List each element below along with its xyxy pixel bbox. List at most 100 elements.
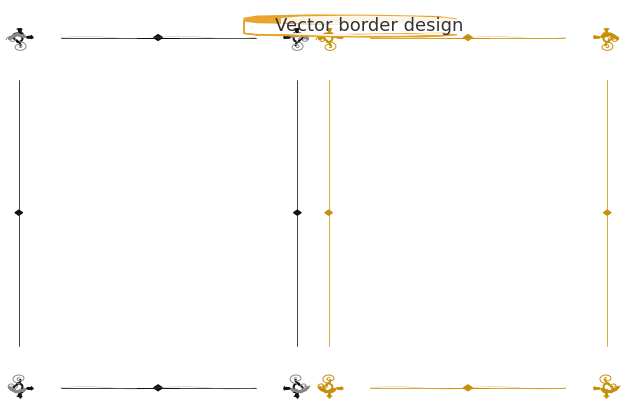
Point	[16, 32, 26, 38]
Point	[610, 33, 620, 40]
Point	[599, 32, 609, 39]
Point	[289, 386, 299, 393]
Point	[597, 386, 607, 392]
Point	[329, 386, 339, 392]
Point	[314, 384, 324, 390]
Polygon shape	[282, 16, 457, 35]
Point	[319, 32, 329, 38]
Point	[19, 33, 29, 40]
Point	[603, 31, 613, 38]
Point	[295, 387, 305, 394]
Point	[290, 387, 300, 394]
Point	[605, 31, 615, 38]
Polygon shape	[465, 386, 471, 389]
Point	[300, 33, 310, 40]
Point	[606, 387, 616, 394]
Point	[320, 387, 330, 394]
Point	[9, 387, 19, 394]
Point	[324, 387, 334, 394]
Polygon shape	[463, 35, 473, 40]
Polygon shape	[155, 386, 161, 389]
Point	[302, 35, 312, 42]
Point	[326, 32, 336, 38]
Point	[13, 31, 23, 38]
Point	[17, 32, 27, 39]
Point	[287, 33, 297, 40]
Point	[6, 385, 16, 392]
Polygon shape	[603, 210, 611, 215]
Point	[327, 32, 337, 39]
Point	[5, 34, 15, 41]
Point	[316, 33, 326, 40]
Point	[10, 31, 20, 38]
Point	[612, 35, 622, 42]
Polygon shape	[153, 35, 163, 40]
Point	[603, 387, 613, 394]
Point	[602, 387, 612, 394]
Point	[4, 35, 14, 42]
Point	[11, 387, 21, 394]
Point	[322, 31, 332, 38]
Point	[299, 387, 309, 393]
Point	[607, 387, 617, 394]
Point	[6, 386, 16, 393]
Point	[600, 32, 610, 38]
Point	[315, 34, 325, 41]
Point	[16, 387, 26, 394]
Point	[598, 33, 608, 39]
Point	[4, 384, 14, 390]
Point	[295, 31, 305, 38]
Point	[598, 386, 608, 393]
Point	[321, 387, 331, 394]
Point	[301, 384, 311, 391]
Point	[611, 34, 621, 41]
Polygon shape	[244, 15, 457, 37]
Point	[10, 387, 20, 394]
Point	[13, 387, 23, 394]
Point	[297, 387, 307, 394]
Point	[300, 385, 310, 392]
Point	[606, 31, 616, 38]
Point	[289, 32, 299, 39]
Point	[329, 33, 339, 40]
Point	[289, 387, 299, 393]
Point	[292, 387, 302, 394]
Point	[607, 32, 617, 38]
Point	[600, 387, 610, 394]
Point	[599, 387, 609, 393]
Polygon shape	[153, 385, 163, 391]
Point	[18, 33, 28, 39]
Point	[608, 32, 618, 39]
Polygon shape	[15, 210, 23, 215]
Point	[610, 385, 620, 392]
Point	[322, 387, 332, 394]
Point	[11, 31, 21, 38]
Point	[289, 33, 299, 39]
Point	[608, 387, 618, 393]
Point	[302, 384, 312, 390]
Point	[6, 33, 16, 39]
Point	[296, 31, 306, 38]
Point	[316, 386, 326, 393]
Point	[14, 387, 24, 394]
Point	[8, 387, 18, 393]
Point	[315, 384, 325, 391]
Point	[300, 386, 310, 393]
Point	[14, 31, 24, 38]
Point	[317, 32, 327, 39]
Point	[297, 32, 307, 38]
Point	[314, 35, 324, 42]
Polygon shape	[465, 36, 471, 39]
Polygon shape	[463, 385, 473, 391]
Point	[18, 386, 28, 393]
Point	[610, 33, 620, 39]
Point	[610, 386, 620, 393]
Point	[299, 32, 309, 39]
Point	[602, 31, 612, 38]
Point	[320, 31, 330, 38]
Point	[292, 31, 302, 38]
Point	[287, 386, 297, 392]
Point	[319, 387, 329, 394]
Polygon shape	[155, 36, 161, 39]
Polygon shape	[294, 210, 301, 215]
